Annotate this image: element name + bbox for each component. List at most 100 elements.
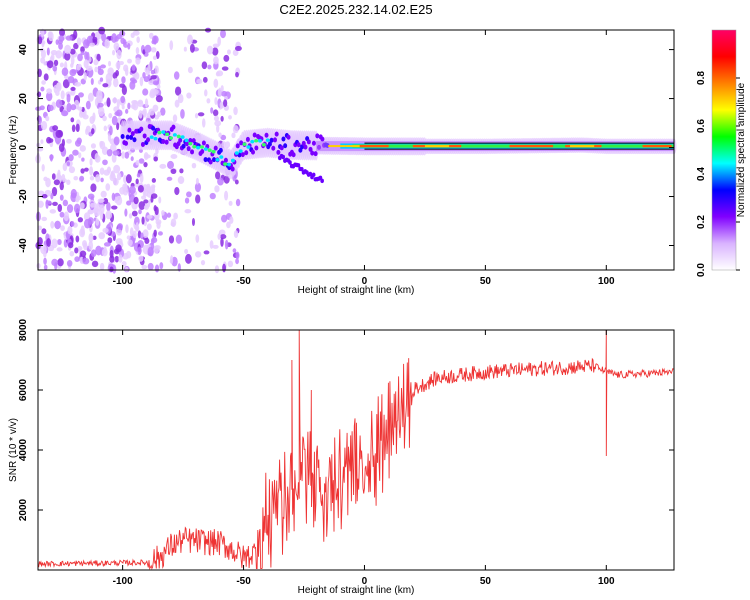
spectrogram-blob bbox=[195, 177, 199, 185]
spectrogram-blob bbox=[61, 110, 69, 117]
ridge-dot bbox=[239, 140, 244, 146]
spectrogram-blob bbox=[116, 172, 122, 181]
spectrogram-blob bbox=[45, 200, 52, 205]
spectrogram-blob bbox=[202, 76, 208, 83]
ridge-dot bbox=[139, 126, 144, 132]
spectrogram-blob bbox=[200, 260, 206, 266]
spectrogram-blob bbox=[100, 177, 104, 183]
ridge-dot bbox=[301, 140, 306, 146]
spectrogram-blob bbox=[59, 211, 65, 218]
ridge-core bbox=[215, 157, 220, 162]
ridge-dot bbox=[276, 149, 281, 155]
ridge-dot bbox=[191, 138, 196, 144]
spectrogram-blob bbox=[136, 36, 140, 44]
spectrogram-blob bbox=[121, 151, 126, 159]
spectrogram-blob bbox=[60, 225, 65, 232]
spectrogram-blob bbox=[66, 93, 71, 103]
colorbar-swatch bbox=[712, 30, 736, 270]
spectrogram-blob bbox=[185, 253, 192, 264]
spectrogram-blob bbox=[94, 66, 98, 73]
y-tick-label: 8000 bbox=[18, 318, 29, 341]
spectrogram-blob bbox=[94, 97, 99, 107]
spectrogram-blob bbox=[113, 136, 120, 146]
ridge-dot bbox=[279, 145, 284, 151]
y-tick-label: 20 bbox=[18, 93, 29, 105]
ridge-core bbox=[234, 151, 239, 155]
spectrogram-blob bbox=[51, 186, 58, 197]
spectrogram-blob bbox=[160, 107, 166, 116]
ridge-core bbox=[188, 141, 193, 146]
spectrogram-blob bbox=[226, 221, 231, 229]
spectrogram-blob bbox=[137, 246, 142, 256]
spectrogram-blob bbox=[156, 221, 161, 230]
spectrogram-blob bbox=[50, 220, 55, 229]
ridge-tail-dot bbox=[311, 172, 316, 177]
ridge-dot bbox=[212, 157, 217, 163]
spectrogram-blob bbox=[62, 199, 69, 207]
spectrogram-blob bbox=[48, 138, 54, 143]
ridge-core bbox=[157, 130, 162, 135]
spectrogram-blob bbox=[74, 256, 80, 262]
spectrogram-blob bbox=[102, 227, 109, 233]
spectrogram-blob bbox=[231, 132, 236, 139]
spectrogram-blob bbox=[83, 59, 89, 69]
spectrogram-blob bbox=[113, 77, 119, 88]
ridge-core bbox=[172, 133, 177, 137]
ridge-core bbox=[238, 149, 243, 153]
spectrogram-blob bbox=[105, 210, 113, 220]
ridge-dot bbox=[291, 152, 296, 158]
spectrogram-blob bbox=[235, 71, 239, 78]
spectrogram-blob bbox=[214, 120, 222, 127]
spectrogram-blob bbox=[45, 115, 50, 122]
spectrogram-frame bbox=[37, 29, 675, 271]
spectrogram-blob bbox=[54, 220, 61, 230]
ridge-dot bbox=[303, 144, 308, 150]
spectrogram-blob bbox=[209, 240, 214, 249]
spectrogram-blob bbox=[170, 154, 178, 159]
spectrogram-blob bbox=[46, 88, 53, 94]
spectrogram-blob bbox=[123, 175, 127, 184]
spectrogram-blob bbox=[78, 152, 82, 159]
spectrogram-blob bbox=[221, 66, 229, 71]
x-tick-label: -50 bbox=[236, 276, 251, 287]
spectrogram-blob bbox=[73, 203, 81, 214]
spectrogram-blob bbox=[102, 197, 109, 205]
spectrogram-blob bbox=[101, 146, 109, 156]
spectrogram-blob bbox=[90, 183, 97, 192]
spectrogram-blob bbox=[37, 36, 43, 45]
spectrogram-blob bbox=[109, 125, 113, 136]
ridge-core bbox=[242, 142, 247, 146]
spectrogram-blob bbox=[144, 237, 150, 244]
ridge-dot bbox=[178, 137, 183, 143]
spectrogram-blob bbox=[64, 44, 72, 55]
spectrogram-blob bbox=[232, 248, 237, 253]
spectrogram-blob bbox=[55, 99, 63, 108]
ridge-dot bbox=[254, 145, 259, 151]
spectrogram-blob bbox=[111, 153, 117, 163]
ridge-core bbox=[265, 138, 270, 142]
spectrogram-blob bbox=[142, 229, 149, 238]
ridge-core bbox=[223, 162, 228, 166]
ridge-core bbox=[196, 145, 201, 150]
ridge-dot bbox=[264, 132, 269, 138]
spectrogram-blob bbox=[173, 212, 179, 220]
ridge-tail-dot bbox=[281, 154, 286, 160]
spectrogram-blob bbox=[58, 143, 65, 153]
spectrogram-blob bbox=[131, 79, 138, 84]
spectrogram-blob bbox=[141, 216, 145, 225]
spectrogram-blob bbox=[144, 154, 151, 159]
spectrogram-blob bbox=[215, 71, 220, 77]
spectrogram-blob bbox=[154, 264, 160, 273]
spectrogram-blob bbox=[212, 43, 220, 48]
spectrogram-blob bbox=[87, 217, 94, 225]
spectrogram-blob bbox=[105, 183, 111, 191]
ridge-dot bbox=[296, 142, 301, 148]
spectrogram-blob bbox=[179, 168, 184, 174]
spectrogram-blob bbox=[52, 65, 58, 72]
ridge-dot bbox=[306, 139, 311, 145]
spectrogram-blob bbox=[138, 209, 142, 215]
spectrogram-blob bbox=[139, 76, 144, 87]
spectrogram-blob bbox=[223, 54, 230, 62]
spectrogram-blob bbox=[206, 98, 211, 104]
ridge-dot bbox=[127, 127, 132, 133]
